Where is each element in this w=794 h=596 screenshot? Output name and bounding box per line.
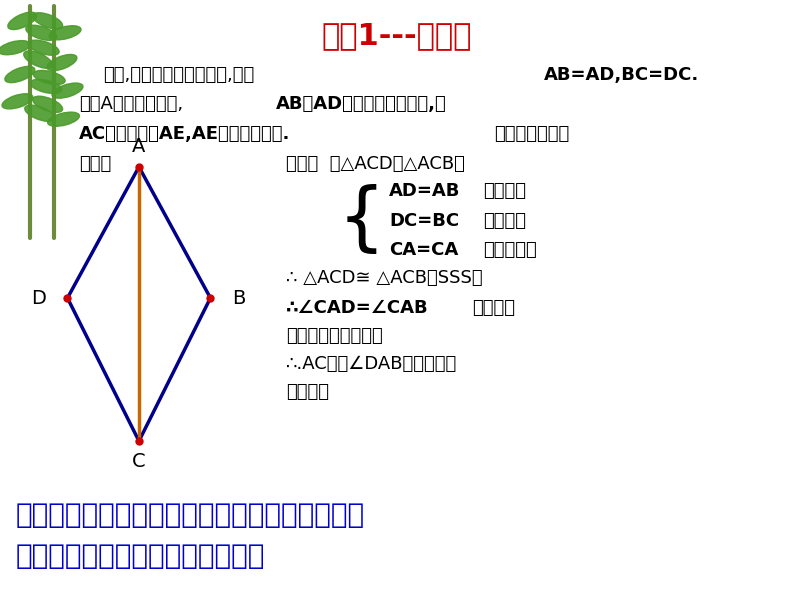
Ellipse shape [47, 54, 77, 71]
Text: D: D [31, 288, 46, 308]
Ellipse shape [24, 51, 52, 69]
Text: （已知）: （已知） [483, 182, 526, 200]
Ellipse shape [33, 96, 63, 113]
Text: A: A [133, 137, 145, 156]
Text: 理吗？: 理吗？ [79, 155, 112, 173]
Ellipse shape [29, 40, 59, 55]
Text: C: C [132, 452, 146, 471]
Ellipse shape [48, 112, 79, 126]
Text: 你能说明它的道: 你能说明它的道 [494, 125, 569, 143]
Text: （全等三: （全等三 [472, 299, 515, 317]
Text: AD=AB: AD=AB [389, 182, 461, 200]
Ellipse shape [25, 105, 55, 122]
Ellipse shape [0, 41, 30, 55]
Text: CA=CA: CA=CA [389, 241, 458, 259]
Text: （已知）: （已知） [483, 212, 526, 229]
Ellipse shape [30, 79, 62, 94]
Ellipse shape [49, 26, 81, 40]
Text: ∴∠CAD=∠CAB: ∴∠CAD=∠CAB [286, 299, 429, 317]
Text: {: { [337, 184, 385, 257]
Text: 证明：  在△ACD和△ACB中: 证明： 在△ACD和△ACB中 [286, 155, 464, 173]
Text: 经过上面的探索，你能得到作已知角的平分线的
方法吗？小组内互相交流一下吧！: 经过上面的探索，你能得到作已知角的平分线的 方法吗？小组内互相交流一下吧！ [16, 501, 365, 570]
Ellipse shape [8, 12, 37, 30]
Text: DC=BC: DC=BC [389, 212, 459, 229]
Text: 将点A放在角的顶点,: 将点A放在角的顶点, [79, 95, 183, 113]
Ellipse shape [5, 66, 35, 83]
Ellipse shape [2, 94, 33, 109]
Text: 角形的对应边相等）: 角形的对应边相等） [286, 327, 383, 344]
Text: ∴ △ACD≅ △ACB（SSS）: ∴ △ACD≅ △ACB（SSS） [286, 269, 483, 287]
Text: AB和AD沿着角的两边放下,沿: AB和AD沿着角的两边放下,沿 [276, 95, 447, 113]
Text: AC画一条射线AE,AE就是角平分线.: AC画一条射线AE,AE就是角平分线. [79, 125, 291, 143]
Text: （公共边）: （公共边） [483, 241, 537, 259]
Text: AB=AD,BC=DC.: AB=AD,BC=DC. [544, 66, 700, 83]
Ellipse shape [26, 25, 56, 41]
Text: 如图,是一个平分角的仪器,其中: 如图,是一个平分角的仪器,其中 [103, 66, 254, 83]
Ellipse shape [33, 70, 65, 85]
Ellipse shape [33, 13, 63, 29]
Text: 探究1---想一想: 探究1---想一想 [322, 21, 472, 50]
Text: B: B [232, 288, 245, 308]
Text: ∴.AC平分∠DAB（角平分线: ∴.AC平分∠DAB（角平分线 [286, 355, 457, 372]
Ellipse shape [52, 83, 83, 98]
Text: 的定义）: 的定义） [286, 383, 329, 401]
